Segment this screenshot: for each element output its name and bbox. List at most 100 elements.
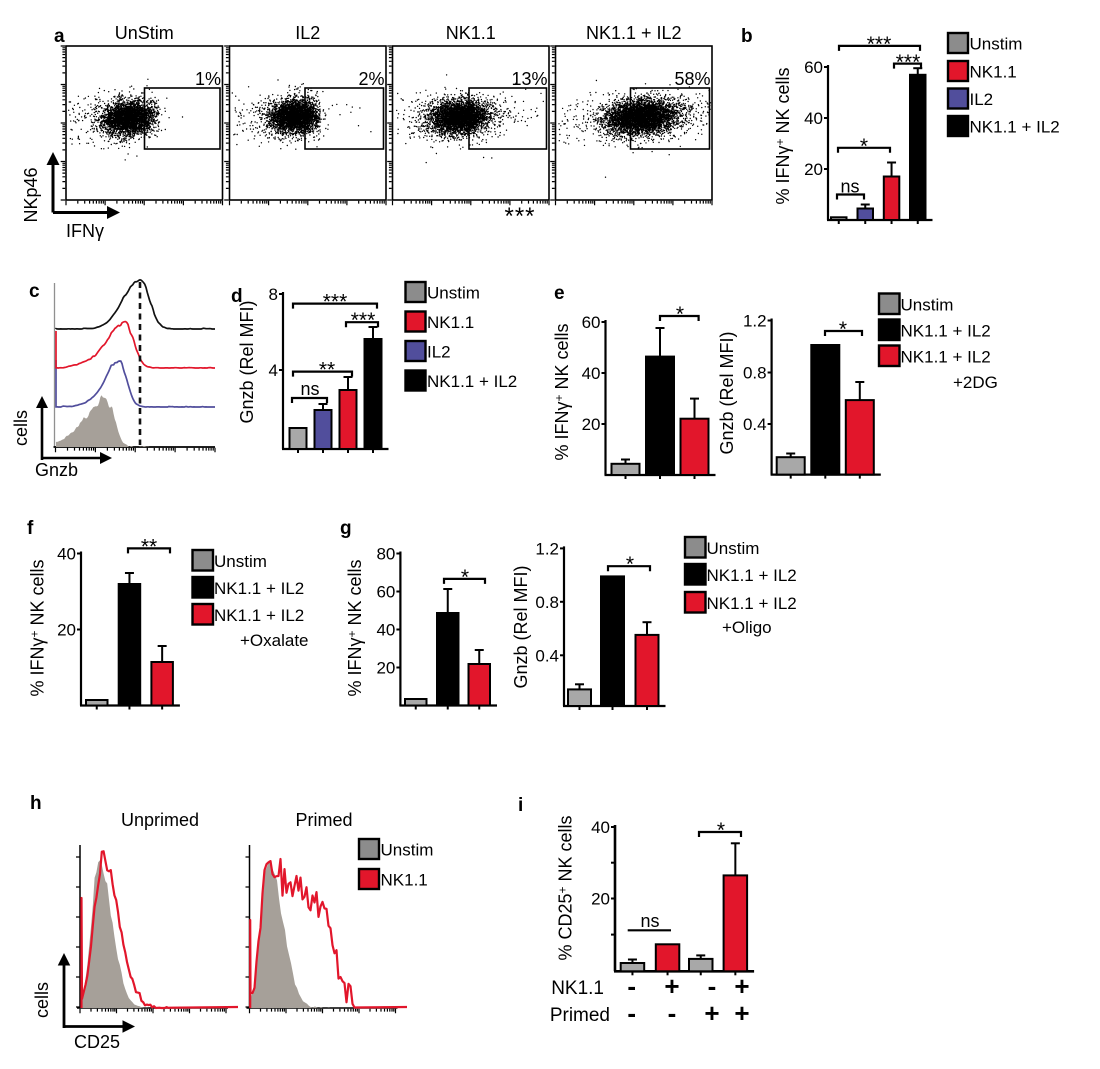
svg-text:1%: 1% (195, 69, 221, 89)
svg-text:*: * (717, 819, 725, 842)
svg-text:i: i (518, 795, 523, 816)
svg-text:IL2: IL2 (427, 343, 451, 362)
svg-text:Gnzb (Rel MFI): Gnzb (Rel MFI) (511, 565, 531, 688)
svg-text:**: ** (141, 535, 157, 558)
svg-text:***: *** (504, 203, 535, 230)
svg-text:0.8: 0.8 (743, 364, 767, 383)
svg-text:NK1.1: NK1.1 (381, 871, 428, 890)
svg-text:+: + (664, 971, 679, 1001)
svg-text:b: b (741, 26, 753, 47)
svg-text:IL2: IL2 (970, 90, 994, 109)
svg-text:+: + (734, 998, 749, 1028)
svg-text:20: 20 (376, 659, 395, 678)
svg-text:Gnzb (Rel MFI): Gnzb (Rel MFI) (717, 331, 737, 454)
svg-text:0.4: 0.4 (535, 646, 559, 665)
svg-text:NK1.1 + IL2: NK1.1 + IL2 (586, 23, 682, 43)
svg-text:40: 40 (591, 818, 610, 837)
svg-text:Unstim: Unstim (707, 539, 760, 558)
svg-text:60: 60 (804, 58, 823, 77)
svg-text:+Oligo: +Oligo (722, 618, 772, 637)
svg-text:NK1.1: NK1.1 (970, 63, 1017, 82)
svg-text:f: f (27, 518, 34, 539)
svg-text:NK1.1 + IL2: NK1.1 + IL2 (707, 594, 797, 613)
svg-text:20: 20 (582, 415, 601, 434)
svg-text:a: a (54, 26, 65, 47)
svg-text:Unstim: Unstim (214, 552, 267, 571)
svg-text:% IFNγ+ NK cells: % IFNγ+ NK cells (552, 323, 572, 460)
svg-text:4: 4 (269, 361, 278, 380)
svg-text:Gnzb (Rel MFI): Gnzb (Rel MFI) (237, 300, 257, 423)
svg-text:NK1.1 + IL2: NK1.1 + IL2 (427, 372, 517, 391)
svg-text:40: 40 (582, 364, 601, 383)
svg-text:20: 20 (57, 621, 76, 640)
svg-text:NK1.1: NK1.1 (446, 23, 496, 43)
svg-text:1.2: 1.2 (535, 539, 559, 558)
svg-text:c: c (29, 281, 40, 302)
svg-text:NKp46: NKp46 (21, 167, 41, 222)
svg-text:40: 40 (57, 545, 76, 564)
svg-text:***: *** (351, 309, 376, 332)
svg-text:d: d (231, 286, 243, 307)
svg-text:Unstim: Unstim (901, 296, 954, 315)
svg-text:NK1.1 + IL2: NK1.1 + IL2 (214, 579, 304, 598)
svg-text:Primed: Primed (550, 1005, 610, 1026)
svg-text:+Oxalate: +Oxalate (240, 631, 309, 650)
svg-text:-: - (627, 971, 636, 1001)
svg-text:% IFNγ+ NK cells: % IFNγ+ NK cells (28, 559, 48, 696)
svg-text:60: 60 (582, 313, 601, 332)
svg-text:60: 60 (376, 583, 395, 602)
svg-text:+: + (734, 971, 749, 1001)
svg-text:cells: cells (11, 410, 31, 446)
svg-text:e: e (554, 283, 565, 304)
svg-text:0.8: 0.8 (535, 593, 559, 612)
svg-text:h: h (30, 793, 42, 814)
svg-text:*: * (461, 566, 469, 589)
svg-text:***: *** (323, 291, 348, 314)
svg-text:Unstim: Unstim (427, 284, 480, 303)
svg-text:*: * (839, 318, 847, 341)
svg-text:-: - (668, 998, 677, 1028)
svg-text:NK1.1 + IL2: NK1.1 + IL2 (707, 566, 797, 585)
svg-text:0.4: 0.4 (743, 415, 767, 434)
svg-text:*: * (860, 135, 868, 158)
svg-text:ns: ns (640, 911, 659, 931)
svg-text:*: * (676, 303, 684, 326)
svg-text:NK1.1: NK1.1 (551, 978, 604, 999)
svg-text:-: - (627, 998, 636, 1028)
svg-text:NK1.1 + IL2: NK1.1 + IL2 (901, 322, 991, 341)
svg-text:-: - (708, 971, 717, 1001)
svg-text:20: 20 (804, 160, 823, 179)
svg-text:NK1.1 + IL2: NK1.1 + IL2 (970, 118, 1060, 137)
svg-text:***: *** (896, 51, 921, 74)
svg-text:40: 40 (376, 621, 395, 640)
svg-text:**: ** (319, 359, 335, 382)
svg-text:g: g (340, 518, 352, 539)
svg-text:8: 8 (269, 285, 278, 304)
svg-text:80: 80 (376, 545, 395, 564)
svg-text:Unstim: Unstim (970, 35, 1023, 54)
svg-text:2%: 2% (358, 69, 384, 89)
svg-text:% IFNγ+ NK cells: % IFNγ+ NK cells (773, 67, 793, 204)
svg-text:ns: ns (300, 379, 319, 399)
svg-text:Gnzb: Gnzb (35, 460, 78, 480)
svg-text:IL2: IL2 (295, 23, 320, 43)
svg-text:58%: 58% (674, 69, 710, 89)
svg-text:IFNγ: IFNγ (66, 221, 104, 241)
svg-text:40: 40 (804, 109, 823, 128)
svg-text:20: 20 (591, 890, 610, 909)
svg-text:NK1.1 + IL2: NK1.1 + IL2 (214, 606, 304, 625)
svg-text:NK1.1: NK1.1 (427, 313, 474, 332)
svg-text:1.2: 1.2 (743, 312, 767, 331)
svg-text:+2DG: +2DG (953, 373, 998, 392)
svg-text:cells: cells (32, 982, 52, 1018)
svg-text:Unstim: Unstim (381, 841, 434, 860)
svg-text:Unprimed: Unprimed (121, 810, 199, 830)
svg-text:*: * (626, 553, 634, 576)
svg-text:% CD25+ NK cells: % CD25+ NK cells (556, 815, 576, 960)
svg-text:ns: ns (840, 177, 859, 197)
svg-text:% IFNγ+ NK cells: % IFNγ+ NK cells (345, 559, 365, 696)
svg-text:NK1.1 + IL2: NK1.1 + IL2 (901, 348, 991, 367)
svg-text:CD25: CD25 (74, 1032, 120, 1052)
svg-text:+: + (704, 998, 719, 1028)
svg-text:Primed: Primed (295, 810, 352, 830)
